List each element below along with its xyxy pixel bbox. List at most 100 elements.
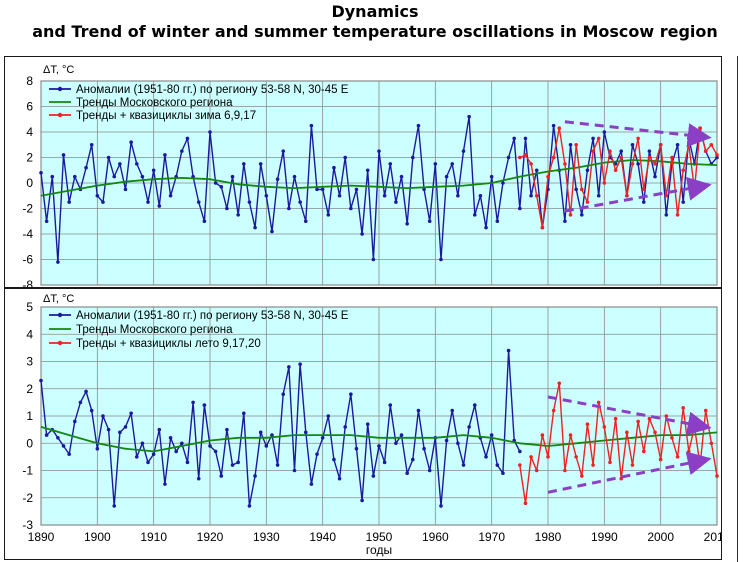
data-point <box>73 419 77 424</box>
y-axis-label: ΔT, °C <box>43 293 74 305</box>
data-point <box>343 425 348 429</box>
data-point <box>185 136 190 141</box>
legend-label: Тренды Московского региона <box>76 97 233 109</box>
data-point <box>625 193 629 198</box>
legend-label: Аномалии (1951-80 гг.) по региону 53-58 … <box>76 310 349 322</box>
data-point <box>568 213 573 217</box>
data-point <box>596 400 601 405</box>
data-point <box>495 463 500 467</box>
data-point <box>112 504 117 508</box>
data-point <box>518 206 522 211</box>
data-point <box>281 392 286 396</box>
data-point <box>596 193 601 198</box>
data-point <box>596 136 601 141</box>
data-point <box>230 463 235 467</box>
data-point <box>613 416 618 421</box>
data-point <box>563 468 567 473</box>
data-point <box>168 436 173 440</box>
legend-label: Тренды + квазициклы лето 9,17,20 <box>76 338 261 350</box>
data-point <box>95 193 100 198</box>
data-point <box>709 441 714 446</box>
data-point <box>512 136 516 141</box>
x-axis-label: годы <box>366 543 392 557</box>
data-point <box>630 463 635 467</box>
data-point <box>647 155 652 160</box>
data-point <box>208 130 212 134</box>
legend-label: Аномалии (1951-80 гг.) по региону 53-58 … <box>76 84 349 96</box>
y-tick-label: -3 <box>22 518 33 532</box>
data-point <box>157 204 162 208</box>
winter-chart-panel: -8 -6 -4 -2 0 2 4 6 8 ΔT, °C Аномалии (1951-80 гг.… <box>4 56 722 288</box>
data-point <box>399 433 404 437</box>
data-point <box>489 174 494 179</box>
data-point <box>585 422 590 426</box>
data-point <box>580 187 584 192</box>
data-point <box>264 193 269 198</box>
data-point <box>326 414 331 418</box>
data-point <box>613 168 618 173</box>
data-point <box>84 389 88 394</box>
x-tick-label: 1900 <box>84 530 111 544</box>
data-point <box>315 452 319 456</box>
data-point <box>456 193 460 198</box>
data-point <box>89 142 94 147</box>
data-point <box>529 162 533 166</box>
y-tick-label: -2 <box>22 491 33 505</box>
data-point <box>602 130 607 134</box>
data-point <box>444 174 449 179</box>
y-tick-label: 2 <box>26 151 33 165</box>
data-point <box>664 414 669 418</box>
x-tick-label: 1950 <box>366 530 393 544</box>
data-point <box>523 501 528 505</box>
series-line-1 <box>40 159 718 197</box>
data-point <box>73 174 77 179</box>
data-point <box>123 425 128 429</box>
data-point <box>484 455 488 459</box>
data-point <box>275 177 280 181</box>
data-point <box>467 114 471 119</box>
title-line-2: and Trend of winter and summer temperatu… <box>32 22 718 41</box>
x-tick-label: 1960 <box>422 530 449 544</box>
data-point <box>585 168 590 173</box>
data-point <box>208 444 212 448</box>
data-point <box>540 433 545 437</box>
data-point <box>394 200 398 204</box>
data-point <box>236 460 240 465</box>
data-point <box>129 140 133 144</box>
data-point <box>687 142 691 147</box>
data-point <box>709 142 714 147</box>
y-tick-label: 1 <box>26 409 33 423</box>
data-point <box>551 408 556 413</box>
trend-arrow <box>547 395 712 436</box>
y-tick-label: -6 <box>22 253 33 267</box>
x-tick-label: 1970 <box>478 530 505 544</box>
data-point <box>287 206 291 211</box>
data-point <box>427 219 432 224</box>
data-point <box>687 136 691 141</box>
data-point <box>568 433 573 437</box>
data-point <box>84 165 88 170</box>
summer-chart-panel: -3 -2 -1 0 1 2 3 4 5 1890 1900 1910 1920 1930 1940 1950… <box>4 288 722 560</box>
data-point <box>478 193 483 198</box>
data-point <box>388 403 393 407</box>
data-point <box>44 433 49 437</box>
x-tick-label: 1890 <box>28 530 55 544</box>
data-point <box>574 455 578 459</box>
data-point <box>715 153 719 157</box>
data-point <box>484 225 488 230</box>
data-point <box>151 168 156 173</box>
legend: Аномалии (1951-80 гг.) по региону 53-58 … <box>49 310 349 350</box>
data-point <box>534 168 539 173</box>
data-point <box>416 408 421 413</box>
y-tick-label: -4 <box>22 227 33 241</box>
data-point <box>439 257 443 262</box>
data-point <box>450 162 455 166</box>
data-point <box>326 213 331 217</box>
data-point <box>675 142 680 147</box>
series-line-1 <box>40 426 718 453</box>
data-point <box>320 436 325 440</box>
data-point <box>371 257 376 262</box>
data-point <box>405 471 409 476</box>
data-point <box>89 408 94 413</box>
